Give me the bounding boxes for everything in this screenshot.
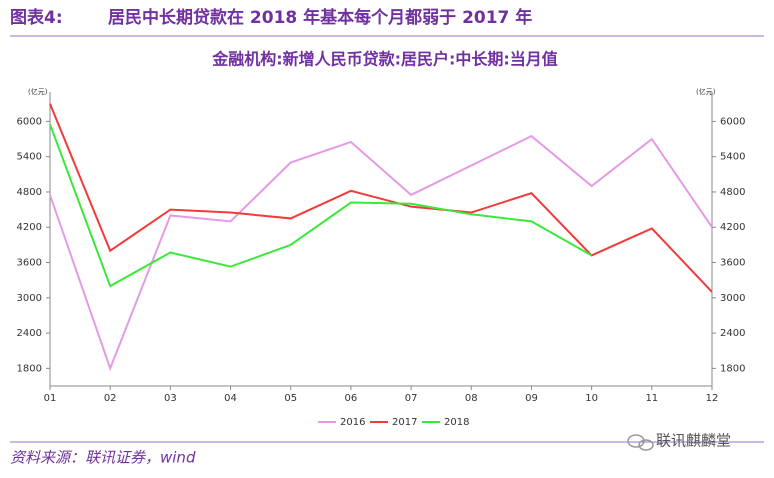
y2-tick-label: 1800 bbox=[720, 363, 745, 374]
x-tick-label: 01 bbox=[44, 393, 57, 404]
y2-tick-label: 6000 bbox=[720, 116, 745, 127]
series-line bbox=[49, 134, 713, 372]
x-tick-label: 10 bbox=[585, 393, 598, 404]
y2-tick-label: 4800 bbox=[720, 187, 745, 198]
x-tick-label: 02 bbox=[104, 393, 117, 404]
y-tick-label: 2400 bbox=[17, 328, 42, 339]
figure-title: 居民中长期贷款在 2018 年基本每个月都弱于 2017 年 bbox=[108, 7, 532, 28]
y-tick-label: 4800 bbox=[17, 187, 42, 198]
y-tick-label: 3600 bbox=[17, 258, 42, 269]
x-tick-label: 05 bbox=[284, 393, 297, 404]
chart-title: 金融机构:新增人民币贷款:居民户:中长期:当月值 bbox=[211, 50, 558, 69]
x-tick-label: 07 bbox=[405, 393, 418, 404]
x-tick-label: 04 bbox=[224, 393, 237, 404]
legend-label: 2018 bbox=[444, 417, 469, 428]
figure-label: 图表4: bbox=[10, 7, 63, 28]
x-tick-label: 09 bbox=[525, 393, 538, 404]
watermark-icon bbox=[627, 434, 654, 451]
source: 资料来源：联讯证券，wind bbox=[10, 449, 196, 467]
y-tick-label: 6000 bbox=[17, 116, 42, 127]
y2-tick-label: 3600 bbox=[720, 258, 745, 269]
watermark: 联讯麒麟堂 bbox=[656, 432, 731, 450]
y2-tick-label: 3000 bbox=[720, 293, 745, 304]
series-line bbox=[49, 123, 593, 288]
legend-label: 2016 bbox=[340, 417, 365, 428]
y-tick-label: 1800 bbox=[17, 363, 42, 374]
x-tick-label: 06 bbox=[345, 393, 358, 404]
y-tick-label: 4200 bbox=[17, 222, 42, 233]
y2-unit: (亿元) bbox=[696, 87, 716, 96]
y-unit: (亿元) bbox=[28, 87, 48, 96]
x-tick-label: 08 bbox=[465, 393, 478, 404]
y-tick-label: 3000 bbox=[17, 293, 42, 304]
y2-tick-label: 4200 bbox=[720, 222, 745, 233]
y-tick-label: 5400 bbox=[17, 152, 42, 163]
y2-tick-label: 5400 bbox=[720, 152, 745, 163]
legend-label: 2017 bbox=[392, 417, 417, 428]
y2-tick-label: 2400 bbox=[720, 328, 745, 339]
x-tick-label: 03 bbox=[164, 393, 177, 404]
x-tick-label: 12 bbox=[706, 393, 719, 404]
x-tick-label: 11 bbox=[645, 393, 658, 404]
series-line bbox=[49, 103, 713, 293]
